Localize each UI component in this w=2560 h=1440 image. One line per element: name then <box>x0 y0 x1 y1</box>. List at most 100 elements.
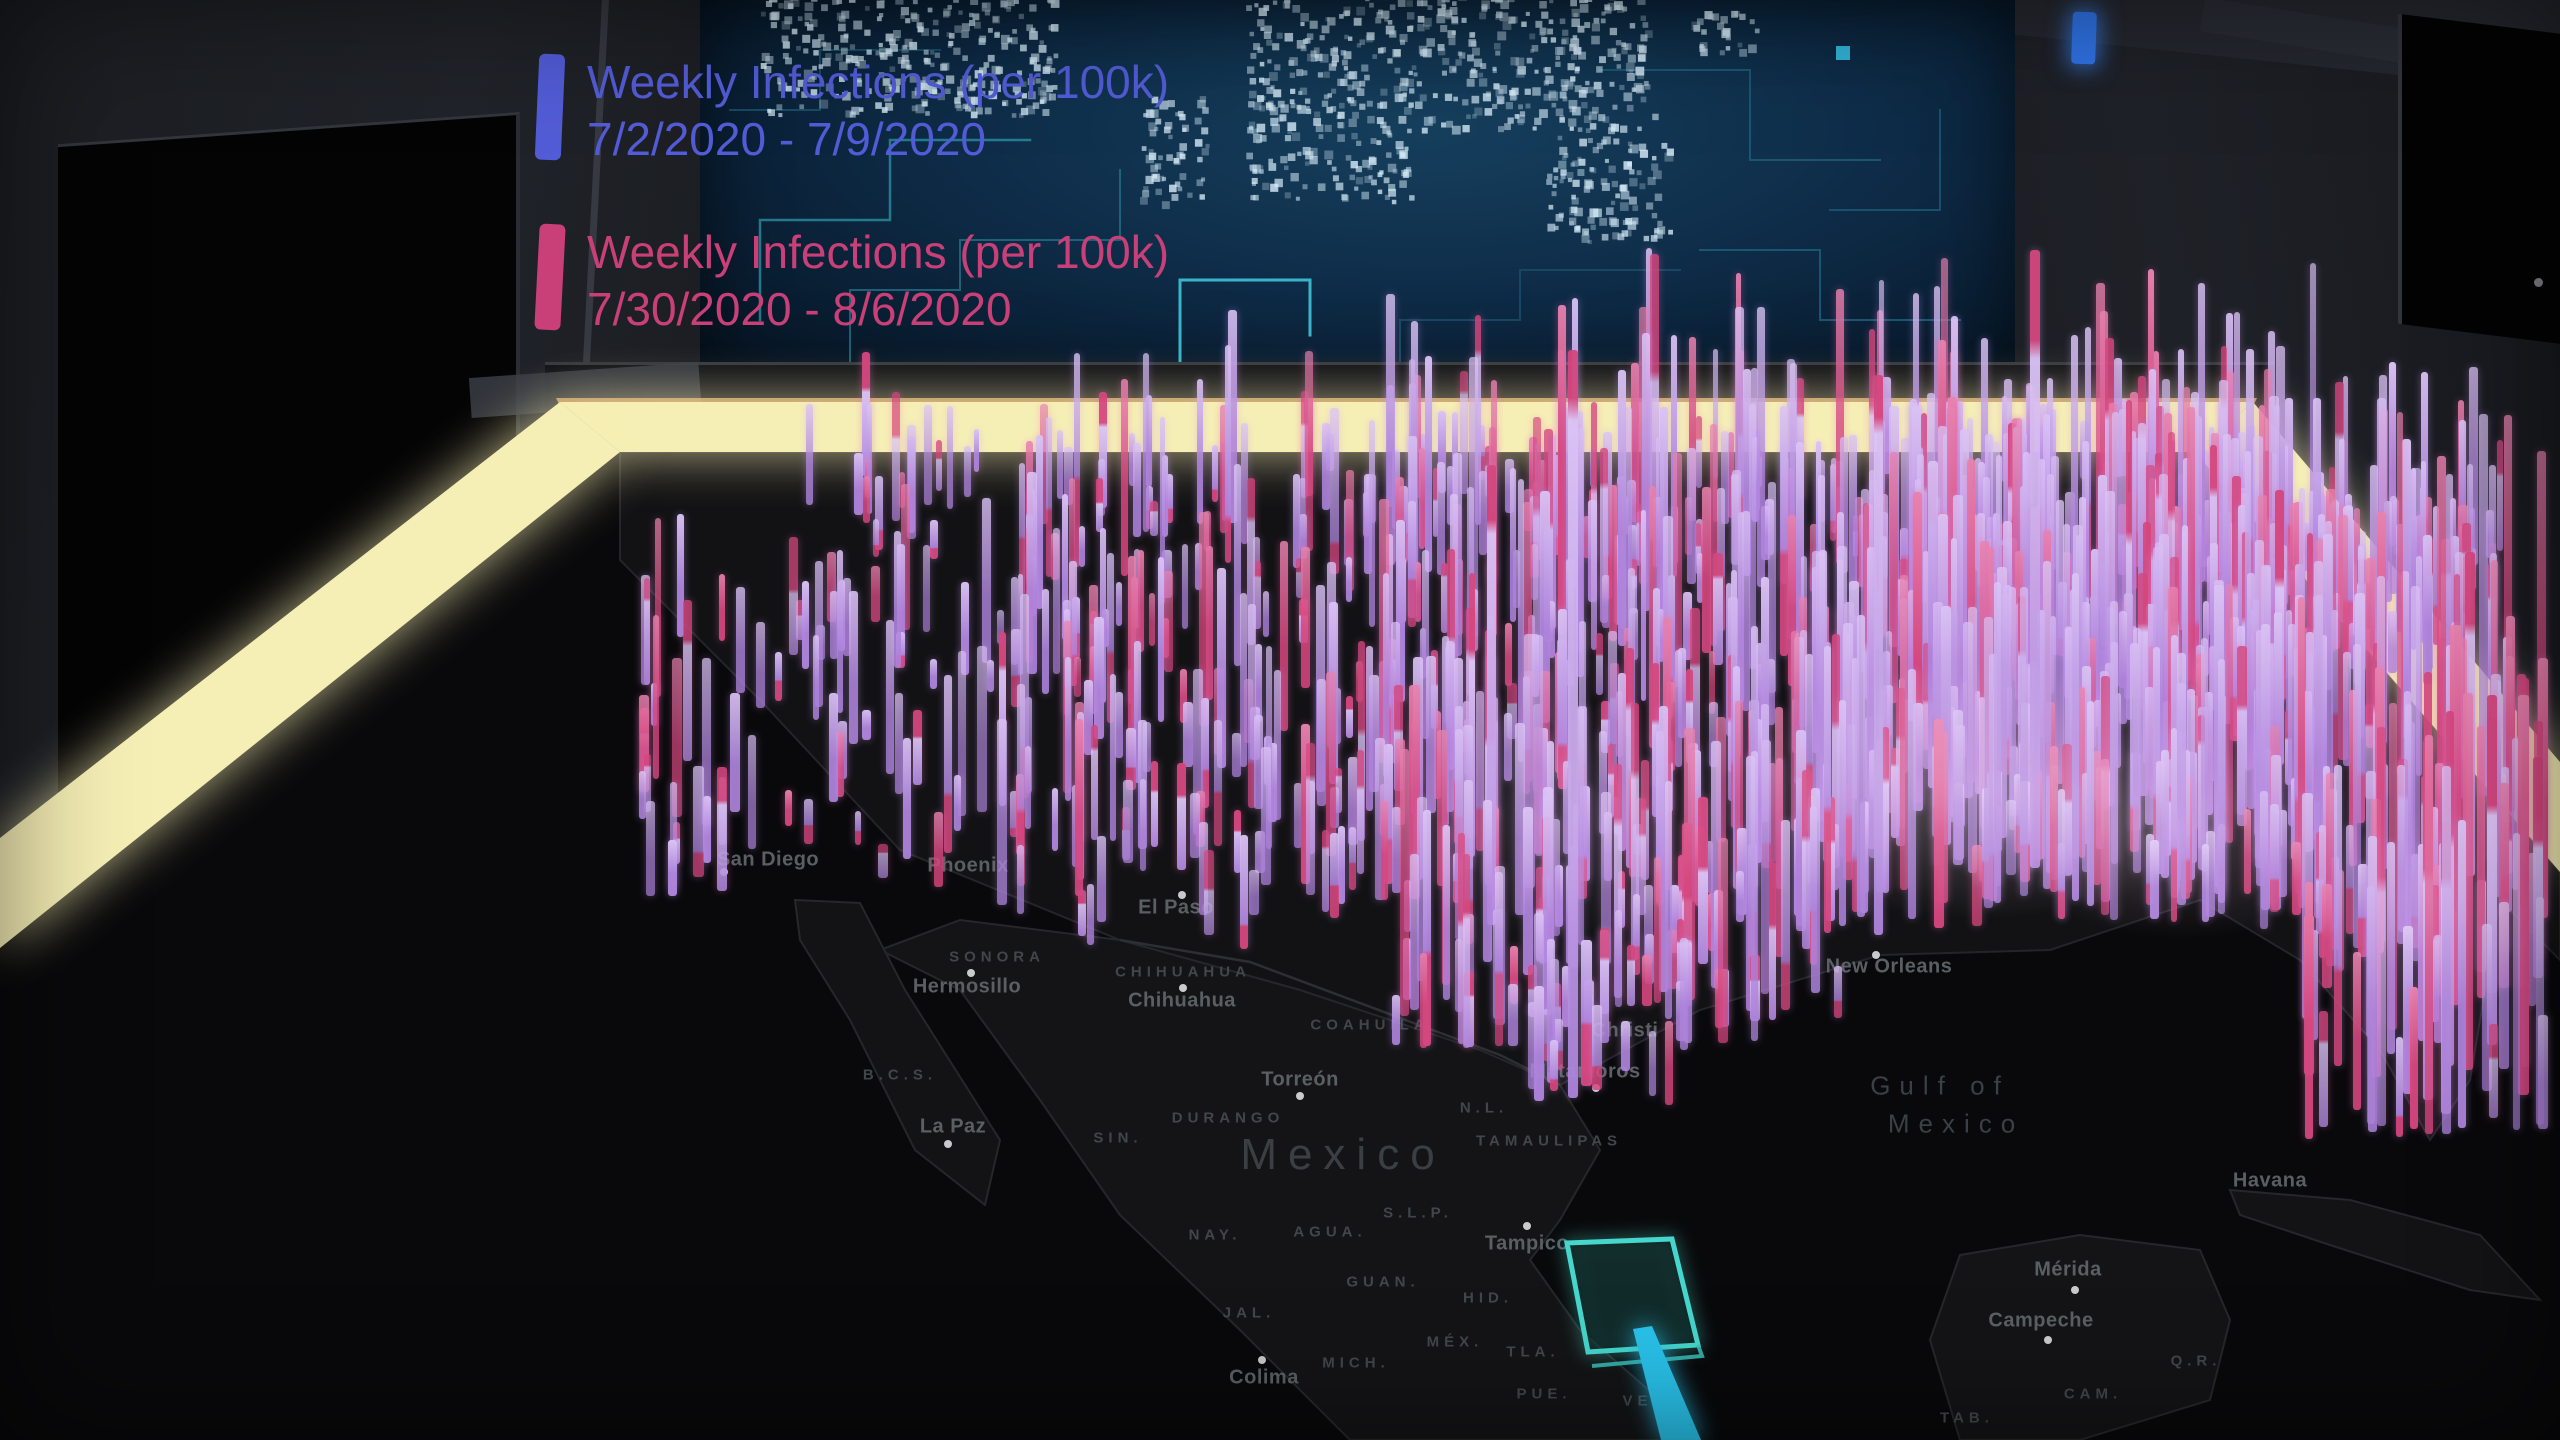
data-bar <box>668 839 678 897</box>
data-bar <box>1064 447 1073 505</box>
data-bar <box>1039 404 1049 524</box>
data-bar <box>2320 635 2328 839</box>
data-bar <box>1577 706 1585 945</box>
data-bar <box>1881 377 1891 475</box>
data-bar <box>1425 356 1433 573</box>
data-bar <box>2232 475 2241 737</box>
data-bar <box>1553 1018 1563 1070</box>
data-bar <box>1091 724 1098 840</box>
data-bar <box>2204 692 2214 816</box>
data-bar <box>1650 253 1659 540</box>
data-bar <box>973 428 979 473</box>
data-bar <box>2489 1023 2499 1119</box>
data-bar <box>1680 937 1689 1050</box>
data-bar <box>848 590 858 744</box>
data-bar <box>1476 690 1484 852</box>
data-bar <box>1651 662 1660 817</box>
data-bar <box>2456 638 2467 923</box>
data-bar <box>1345 469 1355 591</box>
data-bar <box>1348 756 1358 845</box>
data-bar <box>878 844 889 878</box>
data-bar <box>1581 940 1592 1087</box>
data-bar <box>862 709 871 741</box>
data-bar <box>2025 383 2033 504</box>
data-bar <box>1419 952 1427 1049</box>
data-bar <box>1446 640 1455 813</box>
data-bar <box>1088 584 1099 702</box>
data-bar <box>2007 423 2016 615</box>
data-bar <box>2418 844 2426 1041</box>
data-bar <box>796 599 806 641</box>
data-bar <box>1143 721 1151 773</box>
data-bar <box>1978 696 1985 882</box>
data-bar <box>1125 727 1136 790</box>
data-bar <box>1743 369 1751 576</box>
data-bar <box>2218 659 2225 914</box>
data-bar <box>1407 500 1416 627</box>
data-bar <box>1534 634 1544 856</box>
data-bar <box>1426 656 1437 814</box>
cuba-island <box>2228 1188 2543 1302</box>
data-bar <box>1437 411 1446 494</box>
data-bar <box>1522 807 1533 975</box>
data-bar <box>1205 545 1213 701</box>
data-bar <box>1459 371 1468 494</box>
data-bar <box>2395 1036 2404 1138</box>
data-bar <box>1568 350 1578 1098</box>
data-bar <box>2416 514 2425 559</box>
data-bar <box>1279 540 1288 731</box>
data-bar <box>1086 883 1095 945</box>
data-bar <box>2512 737 2519 890</box>
data-bar <box>2126 399 2133 720</box>
world-map-graphic <box>729 0 1961 386</box>
data-bar <box>1665 781 1673 1019</box>
data-bar <box>1214 719 1222 847</box>
data-bar <box>2086 700 2095 906</box>
data-bar <box>1633 894 1641 975</box>
data-bar <box>1721 431 1730 525</box>
data-bar <box>1988 653 1997 902</box>
data-bar <box>1801 769 1811 949</box>
data-bar <box>1358 640 1366 841</box>
data-bar <box>1774 706 1784 957</box>
data-bar <box>2082 773 2090 873</box>
data-bar <box>1839 436 1848 574</box>
data-bar <box>1094 616 1104 739</box>
legend-entry-week1: Weekly Infections (per 100k) 7/2/2020 - … <box>534 53 1169 168</box>
data-bar <box>1148 593 1155 646</box>
data-bar <box>1751 750 1759 1042</box>
data-bar <box>2023 452 2031 695</box>
data-bar <box>1024 745 1031 830</box>
data-bar <box>1627 944 1636 1007</box>
data-bar <box>2158 534 2169 811</box>
data-bar <box>2489 465 2497 625</box>
data-bar <box>1618 672 1626 852</box>
data-bar <box>1718 837 1728 1043</box>
data-bar <box>1053 527 1060 675</box>
data-bar <box>836 549 844 714</box>
data-bar <box>1099 528 1107 704</box>
data-bar <box>2422 535 2432 685</box>
data-bar <box>1391 806 1401 893</box>
data-bar <box>1010 576 1019 666</box>
data-bar <box>1504 623 1513 686</box>
data-bar <box>1600 927 1609 1044</box>
data-bar <box>1599 447 1609 624</box>
data-bar <box>803 799 813 844</box>
data-bar <box>2071 334 2078 645</box>
data-bar <box>1133 640 1141 784</box>
data-bar <box>930 658 937 690</box>
data-bar <box>1862 502 1870 825</box>
data-bar <box>2176 653 2186 905</box>
data-bar <box>1109 674 1117 841</box>
data-bar <box>1913 492 1922 803</box>
data-bar <box>2093 750 2101 886</box>
data-bar <box>1338 826 1346 905</box>
data-bar <box>2313 561 2323 919</box>
data-bar <box>1903 594 1913 704</box>
data-bar <box>2458 820 2466 1129</box>
data-bar <box>1868 329 1875 604</box>
data-bar <box>1843 623 1853 880</box>
data-bar <box>1298 514 1308 559</box>
